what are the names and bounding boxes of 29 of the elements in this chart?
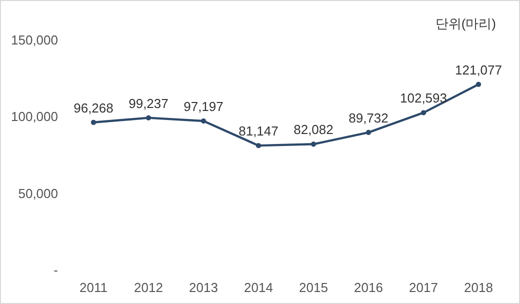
data-label: 97,197 [184,98,224,114]
x-tick-label: 2018 [464,280,493,295]
point [310,142,316,147]
text: 단위(마리) [435,16,496,31]
data-label: 102,593 [400,90,447,106]
point [366,130,372,136]
x-tick-label: 2015 [299,280,328,295]
y-tick-label: 150,000 [11,32,58,48]
x-tick-label: 2011 [80,280,108,295]
y-tick-label: 100,000 [11,109,58,124]
point [420,110,426,116]
data-label: 121,077 [455,62,502,78]
data-label: 89,732 [348,110,388,126]
data-label: 81,147 [238,124,278,139]
x-tick-label: 2013 [189,280,218,295]
x-tick-label: 2016 [354,280,383,295]
x-tick-label: 2012 [134,280,163,295]
x-tick-label: 2014 [244,280,273,295]
point [146,115,152,120]
data-label: 96,268 [74,100,114,116]
point [256,142,262,148]
y-tick-label: - [54,262,58,278]
point [476,82,482,87]
y-tick-label: 50,000 [18,186,58,201]
data-label: 99,237 [128,96,168,111]
point [90,120,96,125]
point [200,118,206,124]
data-label: 82,082 [294,122,334,138]
x-tick-label: 2017 [409,280,438,295]
